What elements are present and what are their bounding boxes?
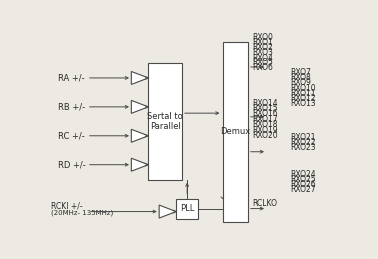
Text: RXO5: RXO5 (252, 59, 273, 68)
Text: RXO2: RXO2 (252, 42, 273, 52)
Polygon shape (131, 71, 148, 84)
Polygon shape (131, 158, 148, 171)
Polygon shape (131, 100, 148, 113)
Text: RXO4: RXO4 (252, 54, 273, 62)
Text: RXO26: RXO26 (290, 180, 316, 189)
Text: RXO23: RXO23 (290, 143, 316, 152)
Text: PLL: PLL (180, 204, 194, 213)
Text: RXO10: RXO10 (290, 84, 316, 93)
Text: RXO14: RXO14 (252, 99, 278, 108)
Bar (176, 199, 198, 219)
Text: RC +/-: RC +/- (57, 131, 84, 140)
Bar (148, 63, 182, 180)
Text: RXO13: RXO13 (290, 99, 316, 108)
Polygon shape (159, 205, 176, 218)
Text: Demux: Demux (220, 127, 251, 136)
Text: RXO0: RXO0 (252, 33, 273, 41)
Text: RXO20: RXO20 (252, 131, 278, 140)
Text: RB +/-: RB +/- (57, 102, 85, 111)
Text: RXO19: RXO19 (252, 126, 278, 135)
Text: RXO15: RXO15 (252, 104, 278, 113)
Text: RXO8: RXO8 (290, 74, 311, 82)
Text: Sertal to
Parallel: Sertal to Parallel (147, 112, 183, 131)
Text: RXO3: RXO3 (252, 47, 273, 56)
Text: RCKI +/-: RCKI +/- (51, 201, 82, 210)
Text: RXO16: RXO16 (252, 109, 278, 118)
Text: RXO11: RXO11 (290, 89, 316, 98)
Text: RXO24: RXO24 (290, 170, 316, 179)
Text: RA +/-: RA +/- (57, 74, 84, 82)
Text: RCLKO: RCLKO (252, 199, 277, 208)
Text: RXO12: RXO12 (290, 94, 316, 103)
Text: RXO22: RXO22 (290, 138, 316, 147)
Text: RXO18: RXO18 (252, 120, 278, 129)
Text: RXO9: RXO9 (290, 78, 311, 88)
Text: RXO7: RXO7 (290, 68, 311, 77)
Text: (20MHz- 135MHz): (20MHz- 135MHz) (51, 209, 113, 216)
Text: RXO6: RXO6 (252, 63, 273, 73)
Bar (223, 42, 248, 221)
Text: RXO27: RXO27 (290, 185, 316, 194)
Text: RD +/-: RD +/- (57, 160, 85, 169)
Text: RXO21: RXO21 (290, 133, 316, 142)
Polygon shape (131, 129, 148, 142)
Text: RXO17: RXO17 (252, 115, 278, 124)
Text: RXO25: RXO25 (290, 175, 316, 184)
Text: RXO1: RXO1 (252, 38, 273, 47)
